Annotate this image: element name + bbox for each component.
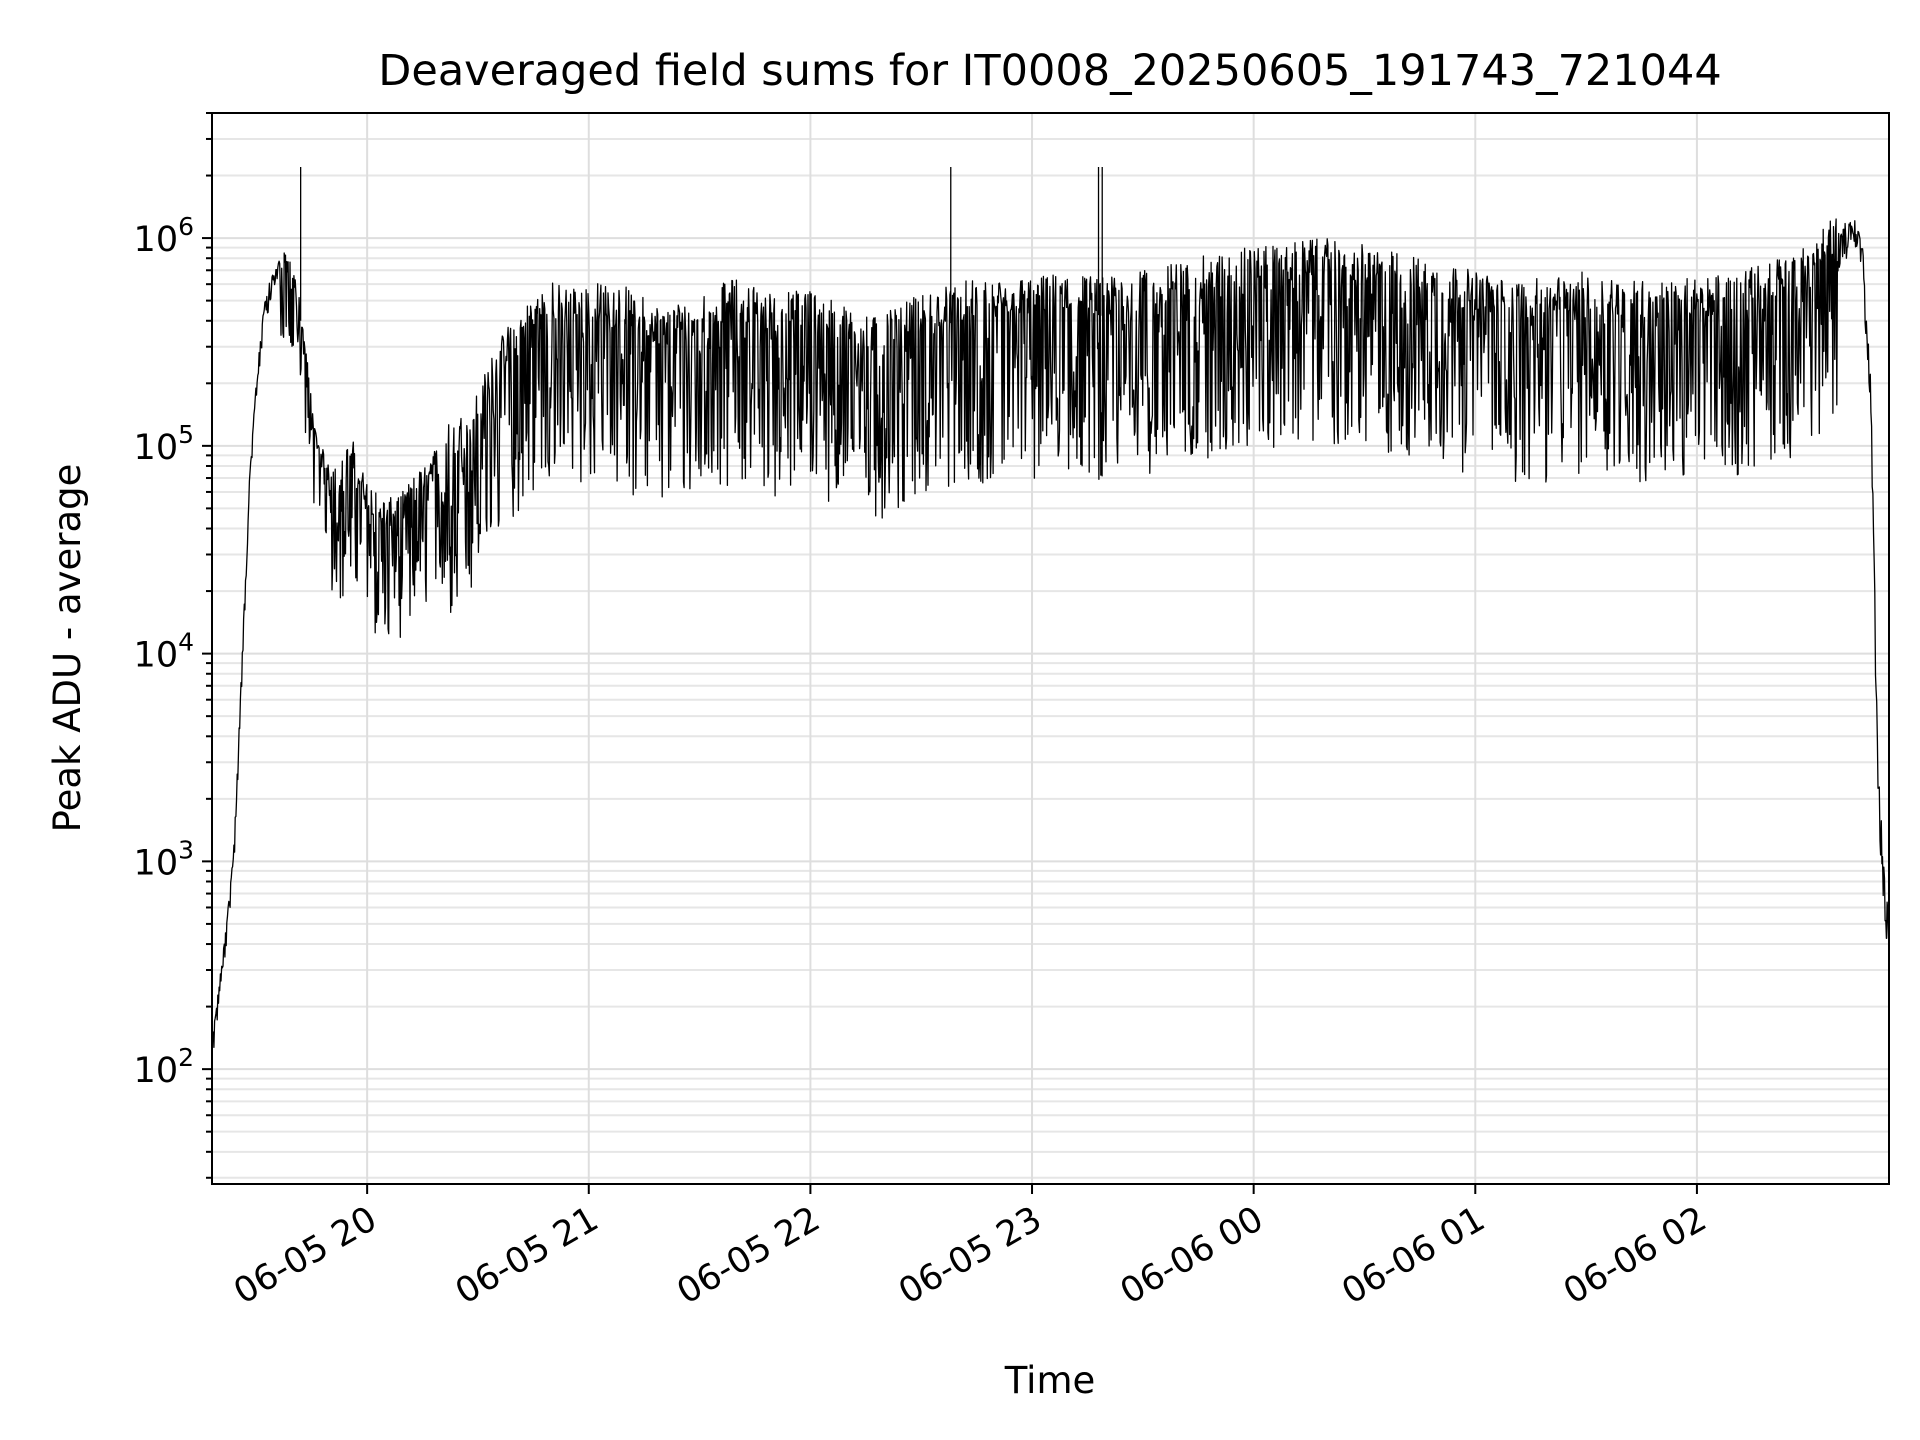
x-tick-label: 06-06 00 — [1114, 1199, 1270, 1312]
y-tick-label: 104 — [134, 628, 194, 676]
y-tick-label: 106 — [134, 212, 194, 260]
x-tick-label: 06-06 02 — [1557, 1199, 1713, 1312]
x-tick-label: 06-05 20 — [227, 1199, 383, 1312]
x-tick-label: 06-06 01 — [1336, 1199, 1492, 1312]
x-tick-label: 06-05 21 — [449, 1199, 605, 1312]
plot-frame — [211, 112, 1890, 1185]
x-axis: 06-05 20 06-05 21 06-05 22 06-05 23 06-06 00… — [227, 1184, 1713, 1312]
y-tick-label: 105 — [134, 420, 194, 468]
plot-area — [211, 166, 1890, 1049]
series-line — [211, 218, 1890, 1049]
x-tick-label: 06-05 22 — [671, 1199, 827, 1312]
y-axis-label: Peak ADU - average — [46, 464, 89, 833]
chart-title: Deaveraged field sums for IT0008_2025060… — [378, 46, 1721, 96]
y-axis: 102 103 104 105 106 — [134, 112, 212, 1179]
y-tick-label: 103 — [134, 835, 194, 883]
x-tick-label: 06-05 23 — [892, 1199, 1048, 1312]
y-tick-label: 102 — [134, 1043, 194, 1091]
grid-lines — [212, 112, 1889, 1184]
x-axis-label: Time — [1004, 1359, 1096, 1402]
